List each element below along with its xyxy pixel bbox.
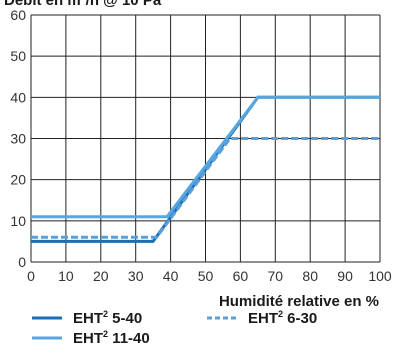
series-layer [31,95,380,243]
x-tick-label: 0 [27,268,35,284]
x-tick-label: 60 [233,268,249,284]
x-tick-label: 30 [128,268,144,284]
x-tick-label: 80 [302,268,318,284]
y-tick-labels: 0 10 20 30 40 50 60 [10,7,26,270]
legend-label: EHT2 6-30 [248,309,317,327]
x-tick-label: 10 [58,268,74,284]
y-tick-label: 0 [18,254,26,270]
series-line [31,137,380,239]
x-tick-label: 20 [93,268,109,284]
x-tick-label: 100 [368,268,392,284]
legend-label: EHT2 11-40 [73,329,150,347]
legend: EHT2 5-40 EHT2 6-30 EHT2 11-40 [32,309,317,347]
y-tick-label: 30 [10,131,26,147]
y-tick-label: 20 [10,172,26,188]
x-axis-title: Humidité relative en % [219,293,379,310]
x-tick-label: 50 [198,268,214,284]
x-tick-labels: 0 10 20 30 40 50 60 70 80 90 100 [27,268,392,284]
y-tick-label: 60 [10,7,26,23]
chart-title: Débit en m³/h @ 10 Pa [4,0,162,9]
series-line [31,95,380,219]
y-tick-label: 50 [10,48,26,64]
y-tick-label: 40 [10,89,26,105]
legend-label: EHT2 5-40 [73,309,142,327]
grid [30,14,381,263]
y-tick-label: 10 [10,213,26,229]
x-tick-label: 40 [163,268,179,284]
x-tick-label: 70 [268,268,284,284]
x-tick-label: 90 [337,268,353,284]
